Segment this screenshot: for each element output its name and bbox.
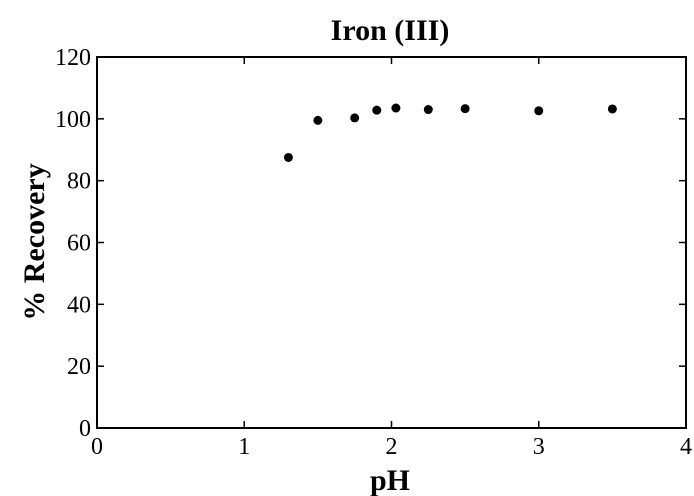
y-axis-label: % Recovery [18,163,51,320]
data-point [372,105,382,115]
data-point [607,104,617,114]
data-point [283,152,293,162]
data-point [534,106,544,116]
x-tick-label: 4 [680,434,692,460]
y-axis: 0 20 40 60 80 100 120 [55,45,686,442]
x-tick-label: 0 [91,434,103,460]
y-tick-label: 60 [67,231,91,257]
data-point [423,105,433,115]
y-tick-label: 100 [55,107,91,133]
data-point [313,115,323,125]
y-tick-label: 40 [67,292,91,318]
x-tick-label: 1 [238,434,250,460]
plot-frame [96,56,687,429]
x-tick-label: 2 [386,434,398,460]
data-point [391,103,401,113]
y-tick-label: 80 [67,169,91,195]
x-axis: 0 1 2 3 4 [91,57,692,460]
x-tick-label: 3 [533,434,545,460]
y-tick-label: 120 [55,45,91,71]
x-axis-label: pH [370,464,410,496]
y-tick-label: 0 [79,416,91,442]
y-tick-label: 20 [67,354,91,380]
data-point [350,113,360,123]
data-point [460,104,470,114]
data-points [283,103,617,162]
chart-title: Iron (III) [331,14,450,47]
